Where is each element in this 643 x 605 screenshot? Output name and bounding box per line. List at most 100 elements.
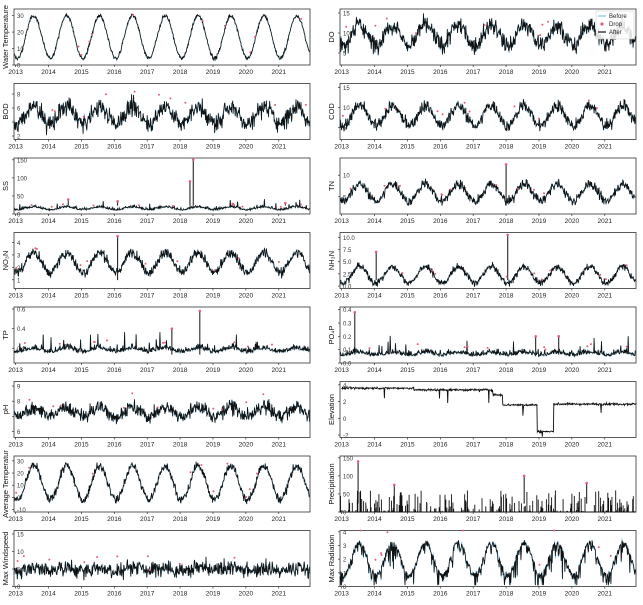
series-after bbox=[13, 247, 310, 279]
y-tick-label: 4 bbox=[17, 241, 21, 247]
x-tick-label: 2019 bbox=[532, 218, 547, 225]
drop-point bbox=[274, 104, 277, 106]
drop-point bbox=[625, 264, 628, 267]
drop-point bbox=[90, 33, 93, 36]
x-tick-label: 2019 bbox=[206, 144, 221, 151]
x-tick-label: 2019 bbox=[206, 69, 221, 76]
x-tick-label: 2021 bbox=[272, 293, 287, 300]
x-tick-label: 2020 bbox=[565, 367, 580, 374]
panel-8: 0.0 2.5 5.0 7.5 10.0 2013 2014 2015 2016 2017 2018… bbox=[327, 232, 637, 300]
x-tick-label: 2013 bbox=[8, 218, 23, 225]
x-tick-label: 2019 bbox=[206, 367, 221, 374]
drop-point bbox=[399, 184, 401, 187]
series-after bbox=[339, 178, 636, 206]
x-tick-label: 2020 bbox=[565, 591, 580, 598]
x-tick-label: 2019 bbox=[532, 69, 547, 76]
x-tick-label: 2018 bbox=[499, 367, 514, 374]
panel-3: 2 4 6 8 2013 2014 2015 2016 2017 2018 2019 2020 2021… bbox=[1, 83, 311, 151]
x-tick-label: 2016 bbox=[433, 218, 448, 225]
drop-point bbox=[233, 556, 236, 559]
series-after bbox=[13, 94, 310, 136]
drop-point bbox=[58, 342, 61, 345]
y-tick-label: 8 bbox=[17, 400, 21, 406]
series-line bbox=[341, 385, 637, 437]
drop-point bbox=[246, 345, 249, 348]
x-tick-label: 2017 bbox=[140, 69, 155, 76]
y-tick-label: 4 bbox=[343, 383, 347, 389]
drop-point bbox=[34, 247, 37, 250]
y-axis-label: Average Temperatur bbox=[1, 450, 10, 518]
x-tick-label: 2013 bbox=[334, 293, 349, 300]
drop-point bbox=[279, 205, 282, 208]
x-tick-label: 2015 bbox=[400, 442, 415, 449]
y-axis-label: Water Temperature bbox=[1, 5, 10, 69]
x-tick-label: 2018 bbox=[173, 516, 188, 523]
drop-point bbox=[586, 345, 589, 348]
x-tick-label: 2013 bbox=[334, 144, 349, 151]
y-tick-label: 0 bbox=[343, 511, 347, 517]
y-tick-label: 100 bbox=[17, 176, 28, 182]
drop-point bbox=[138, 204, 140, 207]
drop-point bbox=[431, 269, 434, 272]
x-tick-label: 2015 bbox=[74, 293, 89, 300]
drop-point bbox=[191, 158, 195, 162]
drop-point bbox=[495, 183, 498, 186]
drop-point bbox=[213, 269, 216, 272]
y-tick-label: 15 bbox=[17, 533, 24, 539]
series-after bbox=[339, 98, 636, 132]
drop-point bbox=[483, 24, 486, 27]
x-tick-label: 2017 bbox=[140, 516, 155, 523]
x-tick-label: 2013 bbox=[8, 442, 23, 449]
x-tick-label: 2017 bbox=[466, 144, 481, 151]
y-tick-label: 5 bbox=[343, 195, 347, 201]
y-tick-label: 0.1 bbox=[343, 348, 352, 354]
x-tick-label: 2017 bbox=[466, 293, 481, 300]
drop-point bbox=[28, 466, 31, 469]
x-tick-label: 2019 bbox=[206, 442, 221, 449]
drop-point bbox=[158, 93, 160, 96]
drop-point bbox=[533, 188, 535, 191]
x-tick-label: 2017 bbox=[140, 293, 155, 300]
series-after bbox=[339, 540, 636, 586]
drop-point bbox=[198, 309, 202, 313]
drop-point bbox=[200, 464, 203, 466]
x-tick-label: 2021 bbox=[272, 144, 287, 151]
x-tick-label: 2017 bbox=[466, 516, 481, 523]
drop-point bbox=[28, 398, 31, 401]
drop-point bbox=[271, 343, 273, 346]
drop-point bbox=[62, 203, 64, 206]
y-tick-label: 0.0 bbox=[343, 285, 352, 291]
panel-16: 0 1 2 3 4 2013 2014 2015 2016 2017 2018 2019 2020 202… bbox=[327, 529, 637, 598]
y-tick-label: 0.0 bbox=[343, 362, 352, 368]
y-axis-label: TN bbox=[327, 181, 336, 191]
drop-point bbox=[237, 257, 240, 260]
y-axis-label: DO bbox=[327, 31, 336, 42]
drop-point bbox=[513, 105, 516, 108]
x-tick-label: 2013 bbox=[334, 218, 349, 225]
drop-point bbox=[383, 184, 386, 187]
x-tick-label: 2013 bbox=[334, 367, 349, 374]
plot-frame bbox=[13, 530, 311, 587]
y-tick-label: 2 bbox=[343, 400, 347, 406]
drop-point bbox=[83, 561, 86, 564]
drop-point bbox=[541, 278, 543, 281]
drop-point bbox=[353, 311, 357, 314]
y-axis-label: TP bbox=[1, 330, 10, 340]
drop-point bbox=[91, 472, 94, 475]
drop-point bbox=[133, 90, 136, 93]
x-tick-label: 2018 bbox=[173, 144, 188, 151]
drop-point bbox=[415, 32, 417, 35]
y-tick-label: 5 bbox=[343, 126, 347, 132]
panel-13: -10 0 10 20 30 2013 2014 2015 2016 2017 2018 2019 20… bbox=[1, 450, 311, 523]
x-tick-label: 2020 bbox=[239, 516, 254, 523]
drop-point bbox=[300, 203, 302, 206]
y-tick-label: 150 bbox=[17, 158, 28, 164]
y-tick-label: 7 bbox=[17, 415, 21, 421]
x-tick-label: 2021 bbox=[272, 442, 287, 449]
y-tick-label: 2 bbox=[343, 558, 347, 564]
drop-point bbox=[557, 335, 561, 338]
x-tick-label: 2020 bbox=[239, 442, 254, 449]
drop-point bbox=[52, 405, 55, 408]
x-tick-label: 2019 bbox=[532, 516, 547, 523]
